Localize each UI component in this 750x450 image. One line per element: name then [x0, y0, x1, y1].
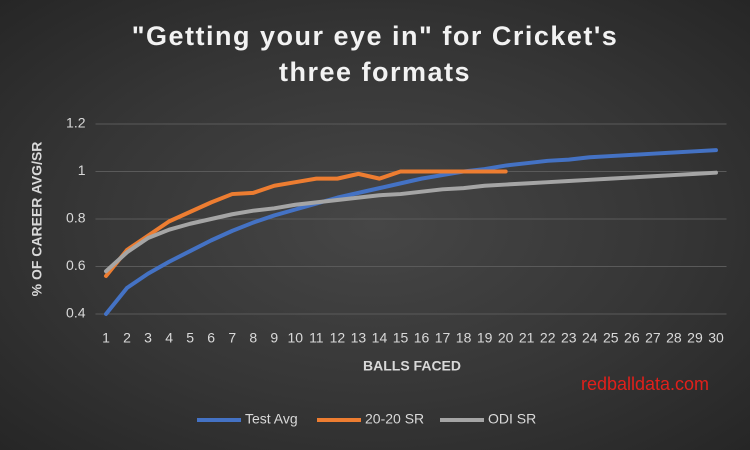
x-tick-label: 16	[414, 330, 430, 346]
y-tick-label: 0.4	[66, 305, 86, 321]
series-line	[104, 148, 718, 316]
x-tick-label: 10	[288, 330, 304, 346]
x-tick-label: 20	[498, 330, 514, 346]
watermark: redballdata.com	[581, 374, 709, 394]
x-tick-label: 29	[687, 330, 703, 346]
y-tick-label: 0.8	[66, 210, 86, 226]
x-tick-label: 11	[309, 330, 324, 346]
x-tick-label: 30	[708, 330, 724, 346]
x-tick-label: 5	[186, 330, 194, 346]
x-tick-label: 9	[270, 330, 278, 346]
x-tick-label: 14	[372, 330, 388, 346]
x-tick-label: 12	[330, 330, 346, 346]
x-tick-label: 3	[144, 330, 152, 346]
x-tick-label: 1	[102, 330, 110, 346]
legend-label: ODI SR	[488, 411, 536, 427]
y-tick-label: 1	[78, 162, 86, 178]
x-tick-label: 24	[582, 330, 598, 346]
x-tick-label: 28	[666, 330, 682, 346]
x-tick-label: 23	[561, 330, 577, 346]
x-tick-label: 18	[456, 330, 472, 346]
x-tick-label: 26	[624, 330, 640, 346]
x-tick-label: 2	[123, 330, 131, 346]
series-line	[104, 170, 718, 274]
x-tick-label: 6	[207, 330, 215, 346]
y-axis-label: % OF CAREER AVG/SR	[29, 142, 45, 297]
x-tick-label: 8	[249, 330, 257, 346]
x-tick-label: 27	[645, 330, 661, 346]
x-tick-label: 21	[519, 330, 535, 346]
chart-title: "Getting your eye in" for Cricket's thre…	[131, 21, 619, 87]
y-tick-label: 1.2	[66, 115, 86, 131]
x-tick-label: 17	[435, 330, 451, 346]
x-tick-label: 7	[228, 330, 236, 346]
x-tick-label: 15	[393, 330, 409, 346]
x-tick-label: 22	[540, 330, 556, 346]
x-tick-label: 19	[477, 330, 493, 346]
x-axis-label: BALLS FACED	[363, 358, 461, 374]
x-tick-label: 13	[351, 330, 367, 346]
legend-label: 20-20 SR	[365, 411, 424, 427]
x-tick-label: 25	[603, 330, 619, 346]
x-tick-label: 4	[165, 330, 173, 346]
series-line	[104, 169, 508, 278]
y-tick-label: 0.6	[66, 257, 86, 273]
legend-label: Test Avg	[245, 411, 298, 427]
